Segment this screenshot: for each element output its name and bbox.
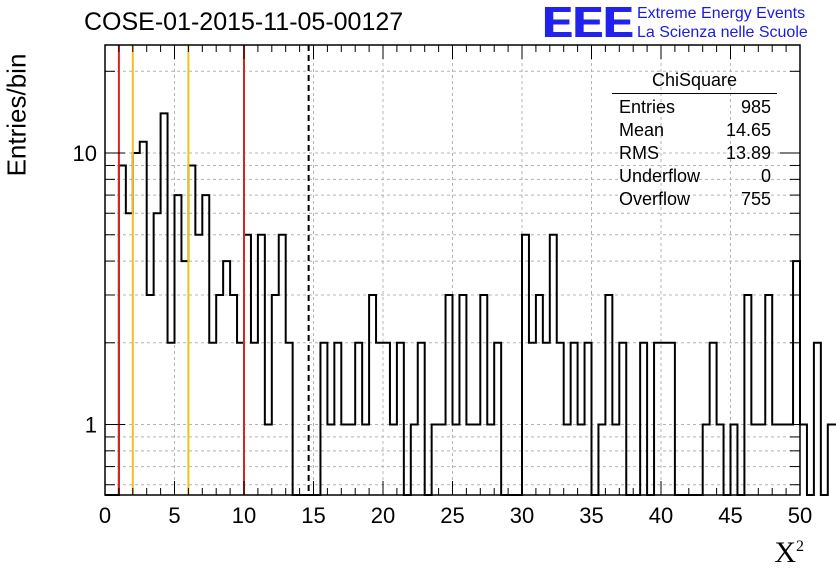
x-tick-label: 40	[649, 503, 673, 528]
chart-title: COSE-01-2015-11-05-00127	[84, 8, 404, 36]
logo-line-1: Extreme Energy Events	[637, 5, 806, 22]
stats-label: Overflow	[619, 189, 691, 209]
stats-label: Underflow	[619, 166, 701, 186]
x-tick-label: 15	[301, 503, 325, 528]
y-axis-label: Entries/bin	[1, 53, 32, 177]
stats-label: RMS	[619, 143, 659, 163]
x-axis-label: X2	[774, 536, 804, 570]
x-tick-label: 0	[99, 503, 111, 528]
x-axis-symbol: X	[774, 536, 796, 569]
stats-header: ChiSquare	[612, 70, 777, 94]
x-axis-superscript: 2	[796, 538, 804, 555]
eee-logo: EEE Extreme Energy Events La Scienza nel…	[543, 0, 833, 47]
stats-value: 13.89	[725, 143, 771, 163]
y-axis-label-box: Entries/bin	[2, 45, 32, 185]
stats-label: Mean	[619, 120, 665, 140]
stats-row: RMS 13.89	[612, 142, 777, 165]
stats-label: Entries	[619, 97, 676, 117]
stats-box: ChiSquare Entries 985 Mean 14.65 RMS 13.89 …	[612, 70, 777, 211]
stats-value: 755	[740, 189, 771, 209]
stats-value: 985	[740, 97, 771, 117]
x-tick-label: 10	[232, 503, 256, 528]
x-tick-label: 50	[788, 503, 812, 528]
histogram-outline	[105, 112, 836, 496]
stats-row: Underflow 0	[612, 165, 777, 188]
x-tick-label: 45	[718, 503, 742, 528]
x-tick-label: 25	[440, 503, 464, 528]
axis-ticks	[104, 45, 801, 495]
stats-row: Overflow 755	[612, 188, 777, 211]
logo-mark: EEE	[543, 0, 635, 47]
x-tick-label: 35	[579, 503, 603, 528]
y-tick-label: 1	[85, 413, 97, 438]
stats-value: 0	[760, 166, 771, 186]
axis-tick-labels: 0 5 10 15 20 25 30 35 40 45 50 1 10	[73, 141, 813, 528]
stats-row: Mean 14.65	[612, 119, 777, 142]
stats-row: Entries 985	[612, 96, 777, 119]
marker-lines	[117, 45, 310, 495]
x-tick-label: 30	[510, 503, 534, 528]
x-tick-label: 5	[168, 503, 180, 528]
histogram-bars	[105, 112, 836, 496]
stats-value: 14.65	[725, 120, 771, 140]
logo-line-2: La Scienza nelle Scuole	[637, 24, 808, 41]
x-tick-label: 20	[371, 503, 395, 528]
y-tick-label: 10	[73, 141, 97, 166]
